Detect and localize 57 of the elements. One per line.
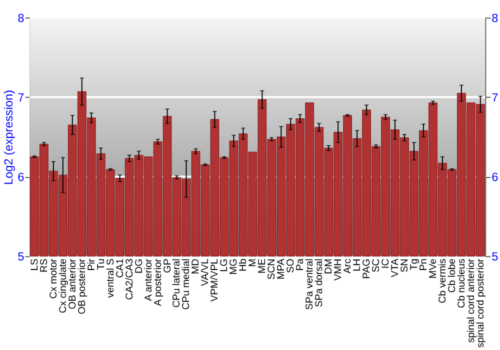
y2-tick-label: 8 [492,11,499,26]
x-tick-label: A posterior [152,258,164,306]
x-tick-label: Cx motor [48,258,60,299]
x-tick-label: VMH [333,258,344,281]
x-tick-label: DG [134,258,145,274]
x-tick-label: CA2/CA3 [124,258,136,300]
x-tick-label: Pn [418,258,430,271]
x-tick-label: SO [286,258,297,273]
x-tick-label: OB anterior [67,258,78,310]
x-tick-label: M [248,258,259,267]
y-tick-label: 7 [18,90,24,105]
x-tick-label: Arc [342,258,354,274]
x-tick-label: SPa dorsal [314,258,326,308]
x-tick-label: SPa ventral [304,258,316,310]
y-tick-label: 8 [18,11,25,26]
x-tick-label: SCN [266,258,278,280]
x-tick-label: ME [257,258,268,274]
x-tick-label: LG [219,258,230,272]
x-tick-label: spinal cord posterior [475,258,486,348]
x-tick-label: CPu medial [181,258,192,310]
x-tick-label: Tg [408,258,420,270]
x-tick-label: MVe [428,258,439,278]
y-tick-label: 5 [18,250,25,264]
y2-tick-label: 6 [492,170,499,184]
x-tick-label: MD [190,258,202,274]
x-tick-label: ventral S [105,258,116,298]
x-tick-label: VTA [390,258,401,278]
x-tick-label: CPu lateral [172,258,183,308]
x-tick-label: Pir [86,258,98,271]
y-axis-title: Log2 (expression) [2,90,16,185]
x-tick-label: Pa [295,258,306,271]
x-tick-label: GP [162,258,174,273]
x-tick-label: Hb [238,258,250,272]
y2-tick-label: 5 [492,250,499,264]
x-tick-label: Cb lobe [446,258,458,293]
x-tick-label: Cb vermis [437,258,448,304]
x-tick-label: PAG [362,258,373,279]
x-tick-label: LH [352,258,364,272]
x-tick-label: A anterior [143,258,154,302]
x-tick-label: Cx cingulate [58,258,69,314]
x-tick-label: VA/VL [200,258,212,286]
x-tick-label: Tu [96,258,107,270]
x-tick-label: IC [380,258,392,269]
y-tick-label: 6 [18,170,25,184]
x-tick-label: SC [371,258,382,272]
x-tick-label: DM [324,258,335,274]
x-tick-label: MG [228,258,240,275]
x-tick-label: spinal cord anterior [466,258,477,343]
x-tick-label: Cb nucleus [456,258,468,308]
x-tick-label: SN [399,258,410,272]
x-tick-label: VPM/VPL [210,258,221,302]
x-tick-label: CA1 [114,258,126,278]
x-tick-label: RS [38,258,50,272]
y2-tick-label: 7 [492,90,498,105]
x-tick-label: MPA [276,258,288,280]
x-tick-label: OB posterior [76,258,88,314]
x-tick-label: LS [29,258,40,271]
